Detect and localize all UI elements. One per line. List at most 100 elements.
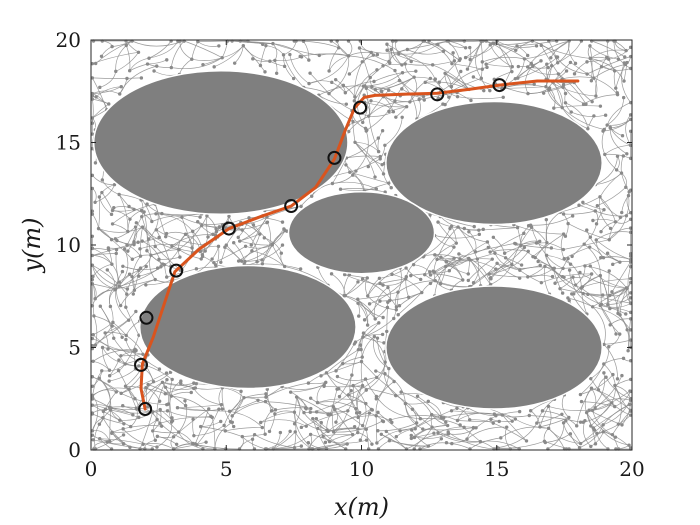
tree-edge: [294, 40, 339, 49]
tree-node: [90, 91, 95, 96]
waypoint-marker: [284, 199, 299, 214]
tree-node: [433, 77, 437, 81]
tree-node: [100, 190, 104, 195]
tree-edge: [170, 40, 185, 68]
y-tick-label: 5: [68, 336, 81, 360]
tree-node: [299, 444, 304, 448]
tree-edge: [155, 229, 172, 267]
tree-node: [204, 440, 208, 444]
tree-edge: [496, 263, 520, 279]
tree-edge: [457, 96, 504, 99]
tree-node: [335, 387, 339, 391]
tree-node: [380, 89, 384, 94]
tree-edge: [511, 226, 532, 265]
tree-edge: [425, 81, 470, 90]
tree-edge: [409, 78, 431, 103]
tree-node: [112, 206, 116, 210]
tree-edge: [271, 230, 286, 245]
tree-edge: [112, 203, 156, 225]
tree-edge: [272, 43, 310, 61]
tree-edge: [114, 289, 129, 321]
tree-node: [127, 272, 132, 276]
tree-edge: [419, 438, 442, 450]
tree-node: [107, 379, 111, 383]
tree-edge: [470, 44, 491, 60]
tree-edge: [170, 380, 181, 397]
tree-edge: [98, 228, 133, 260]
tree-node: [230, 420, 235, 424]
tree-node: [545, 62, 549, 66]
tree-node: [125, 243, 129, 247]
tree-edge: [171, 245, 206, 252]
tree-edge: [159, 416, 213, 424]
waypoint-marker: [492, 78, 507, 93]
tree-node: [189, 390, 193, 395]
tree-edge: [351, 344, 361, 376]
tree-node: [421, 427, 425, 431]
tree-node: [90, 396, 95, 400]
tree-node: [621, 154, 626, 158]
tree-node: [220, 407, 225, 411]
tree-edge: [333, 420, 383, 433]
tree-node: [449, 409, 454, 413]
y-axis-label: y(m): [18, 217, 46, 273]
tree-node: [533, 255, 537, 260]
tree-node: [125, 292, 129, 296]
tree-edge: [179, 40, 192, 60]
tree-node: [485, 240, 490, 244]
tree-edge: [320, 422, 330, 442]
tree-node: [552, 266, 556, 270]
tree-edge: [334, 389, 367, 411]
tree-edge: [489, 44, 513, 68]
x-axis-label: x(m): [334, 493, 389, 521]
tree-edge: [375, 415, 378, 444]
tree-node: [543, 440, 548, 445]
tree-node: [199, 257, 203, 261]
tree-node: [467, 418, 472, 422]
tree-edge: [493, 422, 527, 442]
tree-node: [90, 76, 95, 80]
tree-node: [145, 249, 149, 253]
tree-node: [566, 296, 570, 300]
tree-edge: [446, 438, 468, 444]
tree-node: [386, 300, 390, 304]
tree-node: [404, 275, 408, 279]
tree-node: [121, 433, 126, 437]
tree-node: [211, 232, 215, 237]
tree-node: [113, 237, 118, 241]
tree-node: [415, 394, 420, 398]
tree-edge: [571, 293, 588, 315]
tree-node: [603, 113, 608, 117]
tree-edge: [377, 338, 390, 369]
tree-edge: [264, 237, 282, 254]
tree-node: [90, 209, 95, 213]
tree-edge: [490, 418, 513, 422]
tree-edge: [92, 248, 113, 265]
tree-edge: [563, 210, 596, 215]
tree-node: [400, 87, 404, 91]
tree-edge: [92, 253, 117, 256]
tree-node: [94, 95, 98, 99]
tree-edge: [244, 263, 263, 265]
tree-edge: [343, 295, 376, 320]
tree-edge: [568, 40, 576, 64]
tree-edge: [467, 407, 496, 417]
tree-node: [614, 332, 618, 336]
tree-edge: [193, 425, 225, 437]
tree-node: [157, 399, 162, 403]
tree-node: [428, 273, 433, 277]
tree-node: [349, 389, 353, 393]
tree-node: [513, 76, 518, 81]
tree-edge: [92, 265, 128, 290]
waypoints: [134, 78, 507, 416]
tree-node: [175, 406, 180, 410]
tree-edge: [620, 155, 624, 174]
tree-edge: [274, 60, 278, 74]
tree-node: [561, 85, 565, 89]
tree-edge: [599, 196, 621, 218]
tree-edge: [423, 254, 461, 260]
tree-edge: [606, 102, 631, 126]
tree-edge: [200, 421, 221, 427]
tree-edge: [581, 401, 615, 407]
tree-edge: [354, 142, 384, 175]
